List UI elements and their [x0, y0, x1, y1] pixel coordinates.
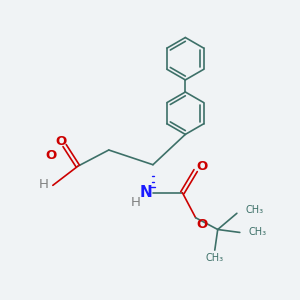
Text: CH₃: CH₃	[248, 227, 266, 237]
Text: CH₃: CH₃	[246, 206, 264, 215]
Text: N: N	[140, 185, 153, 200]
Text: H: H	[130, 196, 140, 209]
Text: O: O	[196, 218, 208, 231]
Text: H: H	[38, 178, 48, 191]
Text: O: O	[46, 149, 57, 162]
Text: O: O	[196, 160, 207, 173]
Text: O: O	[56, 135, 67, 148]
Text: CH₃: CH₃	[206, 254, 224, 263]
